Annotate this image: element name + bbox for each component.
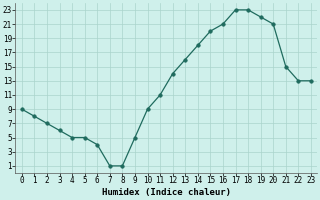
X-axis label: Humidex (Indice chaleur): Humidex (Indice chaleur) [102,188,231,197]
